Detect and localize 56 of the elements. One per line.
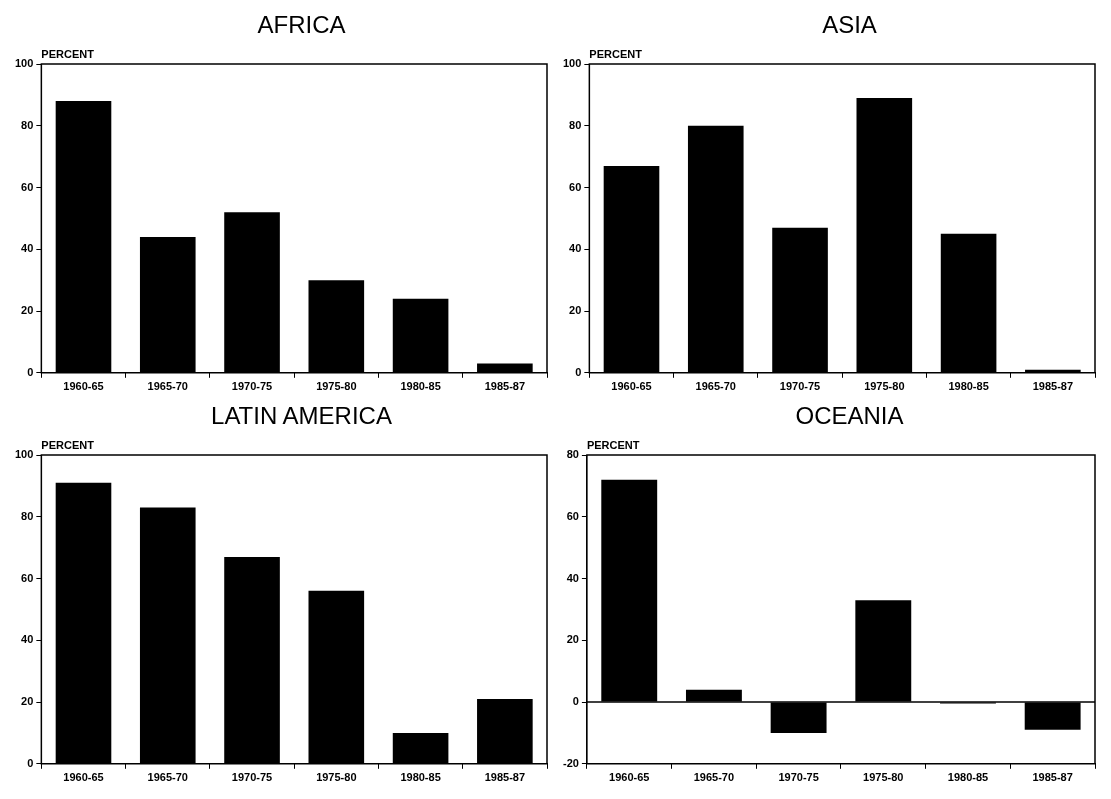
x-tick-label: 1960-65 [63, 380, 104, 393]
y-tick-label: 0 [27, 365, 34, 378]
x-tick-label: 1985-87 [1032, 771, 1073, 784]
y-tick-label: 0 [572, 695, 579, 708]
x-tick-label: 1965-70 [147, 771, 188, 784]
y-axis-title: PERCENT [589, 47, 643, 60]
x-tick-label: 1985-87 [484, 771, 526, 784]
x-tick-label: 1975-80 [864, 380, 905, 393]
y-tick-label: 0 [575, 365, 582, 378]
chart-title: OCEANIA [794, 401, 905, 431]
x-tick-label: 1970-75 [231, 380, 273, 393]
y-tick-label: 40 [569, 242, 582, 255]
x-tick-label: 1975-80 [316, 380, 357, 393]
x-tick-label: 1980-85 [400, 771, 441, 784]
chart-title: AFRICA [256, 10, 347, 40]
y-tick-label: 60 [21, 571, 34, 584]
x-tick-label: 1960-65 [63, 771, 104, 784]
y-tick-label: -20 [562, 756, 579, 769]
y-tick-label: 100 [14, 448, 34, 461]
x-tick-label: 1980-85 [400, 380, 441, 393]
x-tick-label: 1965-70 [693, 771, 735, 784]
y-axis-title: PERCENT [41, 438, 95, 451]
x-tick-label: 1970-75 [231, 771, 273, 784]
y-axis-title: PERCENT [586, 438, 640, 451]
chart-title: ASIA [821, 10, 878, 40]
x-tick-label: 1960-65 [611, 380, 652, 393]
y-tick-label: 0 [27, 756, 34, 769]
x-tick-label: 1970-75 [779, 380, 821, 393]
y-tick-label: 60 [566, 509, 579, 522]
x-tick-label: 1985-87 [484, 380, 526, 393]
x-tick-label: 1965-70 [695, 380, 736, 393]
y-axis-title: PERCENT [41, 47, 95, 60]
x-tick-label: 1980-85 [947, 771, 989, 784]
x-tick-label: 1980-85 [948, 380, 989, 393]
x-tick-label: 1970-75 [778, 771, 819, 784]
y-tick-label: 20 [21, 304, 34, 317]
y-tick-label: 80 [21, 509, 34, 522]
y-tick-label: 40 [566, 571, 579, 584]
x-tick-label: 1975-80 [863, 771, 904, 784]
y-tick-label: 80 [569, 118, 582, 131]
y-tick-label: 80 [21, 118, 34, 131]
y-tick-label: 60 [569, 180, 582, 193]
y-tick-label: 20 [569, 304, 582, 317]
y-tick-label: 20 [566, 633, 579, 646]
x-tick-label: 1960-65 [609, 771, 650, 784]
y-tick-label: 100 [14, 57, 34, 70]
y-tick-label: 40 [21, 242, 34, 255]
x-tick-label: 1965-70 [147, 380, 188, 393]
chart-title: LATIN AMERICA [210, 401, 393, 431]
y-tick-label: 60 [21, 180, 34, 193]
y-tick-label: 100 [562, 57, 582, 70]
y-tick-label: 20 [21, 695, 34, 708]
y-tick-label: 40 [21, 633, 34, 646]
x-tick-label: 1985-87 [1032, 380, 1074, 393]
y-tick-label: 80 [566, 448, 579, 461]
x-tick-label: 1975-80 [316, 771, 357, 784]
